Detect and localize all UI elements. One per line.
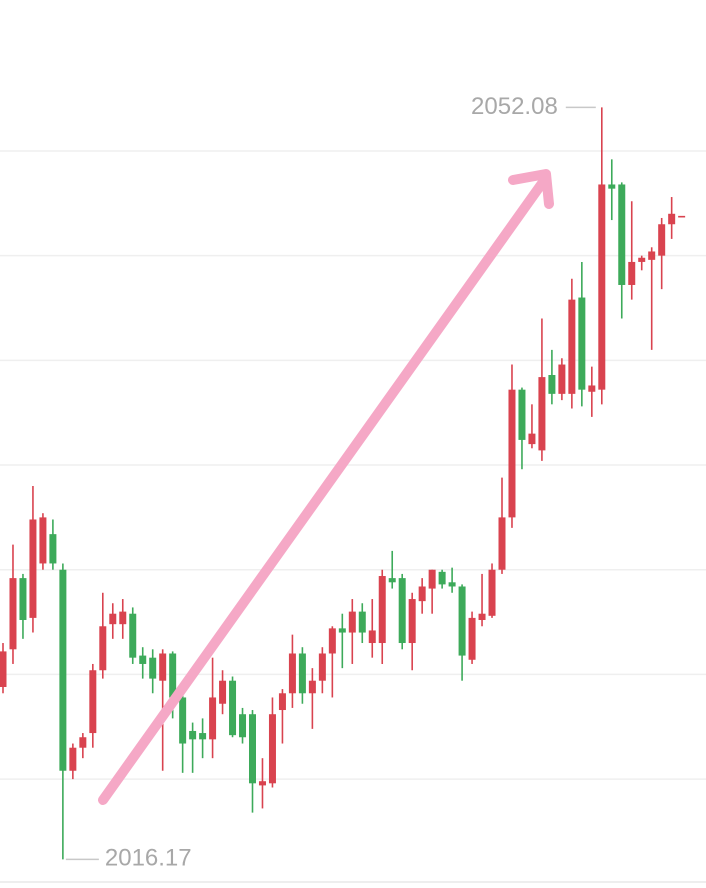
candle-body [508,389,516,518]
candle-body [338,628,346,633]
candle-body [119,611,127,625]
candle-body [588,385,596,392]
candle-body [49,534,57,564]
candle-body [468,617,476,660]
candle-body [598,184,606,390]
candle-body [0,651,7,687]
min-label: 2016.17 [105,845,192,872]
candle-body [418,586,426,602]
candle-body [498,517,506,570]
candle-body [658,224,666,256]
candle-body [348,611,356,633]
candle-body [139,655,147,664]
candle-body [358,611,366,633]
candle-body [678,215,686,218]
candle-body [179,697,187,744]
candle-body [129,613,137,658]
candle-body [199,733,207,740]
candle-body [628,261,636,285]
candle-body [308,680,316,694]
candle-body [438,571,446,585]
candle-body [408,599,416,644]
candle-body [219,680,227,704]
candle-body [59,569,67,771]
candle-body [388,578,396,583]
candle-body [9,578,17,650]
candle-body [568,299,576,394]
candle-body [159,653,167,681]
candle-body [298,653,306,694]
candle-body [638,257,646,262]
candle-body [169,653,177,698]
candle-body [368,630,376,644]
candle-body [458,586,466,656]
candle-body [608,184,616,189]
candle-body [558,364,566,394]
candle-body [448,582,456,587]
candle-body [278,693,286,711]
candle-body [648,251,656,260]
candle-body [79,737,87,748]
candle-body [109,613,117,625]
candle-body [318,653,326,681]
candle-body [618,184,626,285]
candle-body [548,375,556,394]
candle-body [328,628,336,654]
candle-body [528,433,536,445]
candle-body [478,613,486,620]
candle-body [288,653,296,694]
candle-body [488,569,496,616]
candle-body [99,626,107,671]
candle-body [39,517,47,564]
candle-body [258,781,266,786]
candle-body [578,297,586,390]
candle-body [428,569,436,589]
candle-body [239,714,247,738]
max-label: 2052.08 [471,93,558,120]
candle-body [19,578,27,620]
candle-body [89,670,97,734]
candle-body [29,519,37,618]
arrow-shaft [98,177,548,805]
trend-arrow [98,169,554,805]
candle-body [149,657,157,679]
candle-body [209,697,217,740]
candle-body [668,213,676,225]
candle-body [378,576,386,644]
candle-body [268,714,276,784]
candle-body [69,747,77,771]
candle-body [538,377,546,451]
candle-body [398,578,406,644]
candle-body [249,714,256,784]
candle-body [229,680,237,736]
arrow-head [508,169,554,209]
candle-body [518,389,526,440]
candle-body [189,730,197,740]
